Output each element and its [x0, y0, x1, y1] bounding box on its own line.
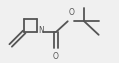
Text: O: O — [52, 52, 58, 61]
Text: O: O — [69, 8, 75, 17]
Text: N: N — [39, 26, 45, 35]
